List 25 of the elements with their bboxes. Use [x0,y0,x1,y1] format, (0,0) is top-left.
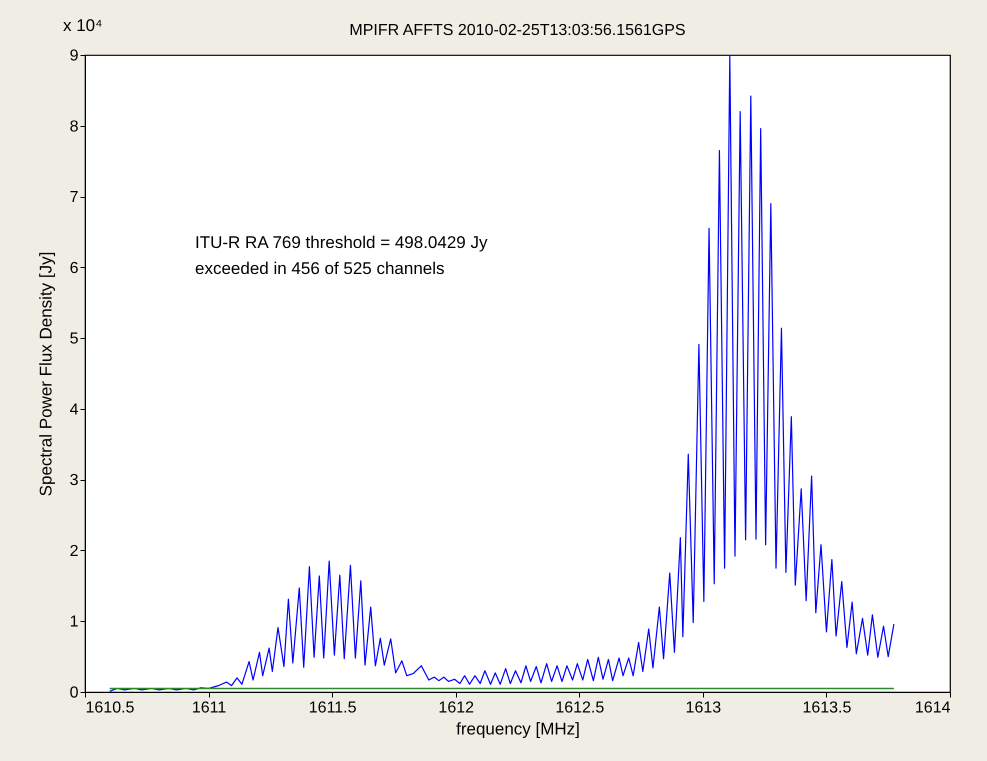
text: x 10⁴ [63,16,102,35]
y-tick-label: 0 [70,684,79,702]
x-tick-label: 1612.5 [555,700,604,716]
x-tick-label: 1614 [914,700,951,716]
x-tick-label: 1611 [192,700,226,716]
line-series [109,55,894,692]
y-axis-title: Spectral Power Flux Density [Jy] [36,252,56,496]
y-tick-label: 2 [70,542,79,560]
y-tick-label: 8 [70,118,79,136]
y-tick-label: 4 [70,401,79,418]
y-tick-label: 9 [70,48,79,64]
x-tick-label: 1611.5 [308,700,357,716]
x-tick-label: 1610.5 [86,700,135,716]
y-tick-label: 5 [70,330,79,348]
annotation: ITU-R RA 769 threshold = 498.0429 Jy [195,233,488,252]
x-tick-label: 1613.5 [802,700,852,716]
y-tick-label: 7 [70,189,79,206]
x-axis-title: frequency [MHz] [456,720,580,738]
annotation: exceeded in 456 of 525 channels [195,259,445,278]
x-tick-label: 1612 [438,700,474,716]
y-tick-label: 3 [70,472,79,490]
y-tick-label: 1 [70,614,79,631]
y-tick-label: 6 [70,260,79,277]
x-tick-label: 1613 [686,700,722,716]
chart-title: MPIFR AFFTS 2010-02-25T13:03:56.1561GPS [349,22,686,39]
